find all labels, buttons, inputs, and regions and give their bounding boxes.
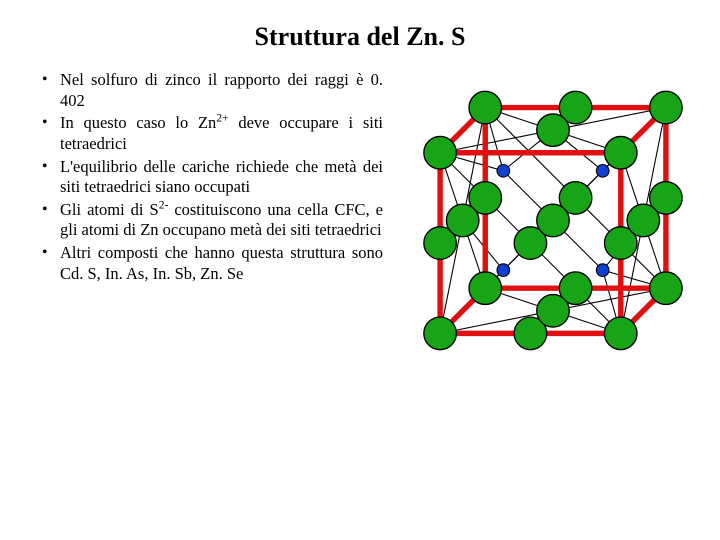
- sulfur-atom: [469, 91, 502, 124]
- sulfur-atom: [424, 317, 457, 350]
- bullet-sup: 2+: [216, 113, 228, 125]
- sulfur-atom: [469, 272, 502, 305]
- bullet-sup: 2-: [159, 199, 169, 211]
- sulfur-atom: [446, 204, 479, 237]
- sulfur-atom: [604, 317, 637, 350]
- zns-structure-diagram: [413, 80, 693, 370]
- sulfur-atom: [537, 114, 570, 147]
- bullet-text: Altri composti che hanno questa struttur…: [60, 243, 383, 283]
- list-item: L'equilibrio delle cariche richiede che …: [38, 157, 383, 198]
- bullet-list: Nel solfuro di zinco il rapporto dei rag…: [38, 70, 383, 284]
- list-item: Gli atomi di S2- costituiscono una cella…: [38, 200, 383, 241]
- zinc-atom: [497, 264, 510, 277]
- list-item: In questo caso lo Zn2+ deve occupare i s…: [38, 113, 383, 154]
- page-title: Struttura del Zn. S: [0, 0, 720, 70]
- bullet-text: L'equilibrio delle cariche richiede che …: [60, 157, 383, 197]
- sulfur-atom: [604, 136, 637, 169]
- bullet-text: Gli atomi di S: [60, 200, 159, 219]
- sulfur-atom: [537, 295, 570, 328]
- sulfur-atom: [537, 204, 570, 237]
- bullet-text: In questo caso lo Zn: [60, 113, 216, 132]
- zinc-atom: [497, 164, 510, 177]
- sulfur-atom: [627, 204, 660, 237]
- list-item: Altri composti che hanno questa struttur…: [38, 243, 383, 284]
- bullet-list-container: Nel solfuro di zinco il rapporto dei rag…: [38, 70, 383, 286]
- content-row: Nel solfuro di zinco il rapporto dei rag…: [0, 70, 720, 286]
- bullet-text: Nel solfuro di zinco il rapporto dei rag…: [60, 70, 383, 110]
- diagram-container: [383, 70, 700, 286]
- zinc-atom: [596, 264, 609, 277]
- sulfur-atom: [650, 272, 683, 305]
- sulfur-atom: [650, 91, 683, 124]
- sulfur-atom: [424, 136, 457, 169]
- zinc-atom: [596, 164, 609, 177]
- list-item: Nel solfuro di zinco il rapporto dei rag…: [38, 70, 383, 111]
